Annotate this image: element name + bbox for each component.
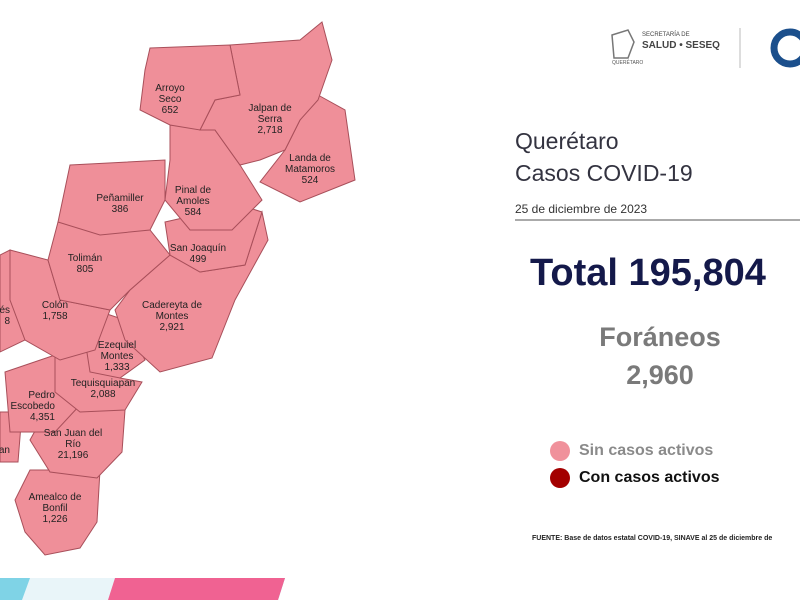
municipality-cases: 652 [161,105,179,116]
municipality-name: Peñamiller [96,193,144,204]
total-label: Total [530,252,618,294]
municipality-name: Landa de Matamoros [284,153,335,175]
municipality-label: és 8 [0,305,10,327]
legend-swatch [550,441,570,461]
municipality-name: Tolimán [67,253,103,264]
date: 25 de diciembre de 2023 [515,202,648,216]
municipality-cases: 4,351 [29,412,55,423]
municipality-label: Tolimán 805 [55,253,115,275]
municipality-name: San Juan del Río [43,428,103,450]
title: Querétaro [515,128,619,154]
municipality-cases: 499 [189,254,207,265]
decor-stripe [22,578,115,600]
municipality-cases: 524 [301,175,319,186]
municipality-cases: 2,921 [159,322,185,333]
municipality-label: Jalpan de Serra 2,718 [240,103,300,136]
legend-swatch [550,468,570,488]
municipality-label: Arroyo Seco 652 [145,83,195,116]
agency-line: SECRETARÍA DE [642,32,690,38]
municipality-label: San Joaquín 499 [158,243,238,265]
decor-stripe [92,578,285,600]
state-name: QUERÉTARO [612,60,644,66]
municipality-area [47,221,171,311]
logo-icon [770,28,800,68]
agency-name: SALUD • SESEQ [642,40,720,51]
municipality-cases: 2,088 [90,389,116,400]
total: Total 195,804 [530,252,766,295]
source: FUENTE: Base de datos estatal COVID-19, … [532,535,773,542]
municipality-name: San Joaquín [169,243,227,254]
municipality-cases: 1,758 [42,311,68,322]
total-value: 195,804 [628,252,766,294]
municipality-cases: 584 [184,207,202,218]
municipality-name: an [0,445,10,456]
municipality-cases: 2,718 [257,125,283,136]
municipality-area [14,469,101,556]
municipality-name: és [0,305,10,316]
municipality-label: Amealco de Bonfil 1,226 [25,492,85,525]
municipality-cases: 386 [111,204,129,215]
municipality-label: Pinal de Amoles 584 [168,185,218,218]
municipality-cases: 805 [76,264,94,275]
municipality-cases: 1,226 [42,514,68,525]
foreign-value: 2,960 [626,360,694,390]
municipality-cases: 8 [4,316,10,327]
seal-icon [611,29,635,59]
municipality-cases: 21,196 [57,450,89,461]
municipality-label: Ezequiel Montes 1,333 [87,340,147,373]
municipality-name: Pinal de Amoles [174,185,212,207]
foreign-label: Foráneos [599,322,721,352]
municipality-label: Colón 1,758 [30,300,80,322]
municipality-area [139,44,241,131]
legend-label: Sin casos activos [579,442,714,459]
municipality-cases: 1,333 [104,362,130,373]
municipality-name: Pedro Escobedo [10,390,55,412]
municipality-label: Peñamiller 386 [85,193,155,215]
municipality-name: Amealco de Bonfil [28,492,82,514]
municipality-label: San Juan del Río 21,196 [43,428,103,461]
municipality-label: Pedro Escobedo 4,351 [0,390,55,423]
municipality-name: Ezequiel Montes [97,340,137,362]
municipality-label: Landa de Matamoros 524 [275,153,345,186]
municipality-label: Cadereyta de Montes 2,921 [137,300,207,333]
municipality-name: Arroyo Seco [155,83,185,105]
municipality-name: Colón [41,300,69,311]
legend-label: Con casos activos [579,469,720,486]
municipality-name: Jalpan de Serra [248,103,292,125]
municipality-label: Tequisquiapan 2,088 [58,378,148,400]
subtitle: Casos COVID-19 [515,160,693,186]
municipality-name: Tequisquiapan [70,378,136,389]
municipality-area [57,159,166,236]
municipality-label: an [0,445,10,456]
municipality-name: Cadereyta de Montes [141,300,203,322]
